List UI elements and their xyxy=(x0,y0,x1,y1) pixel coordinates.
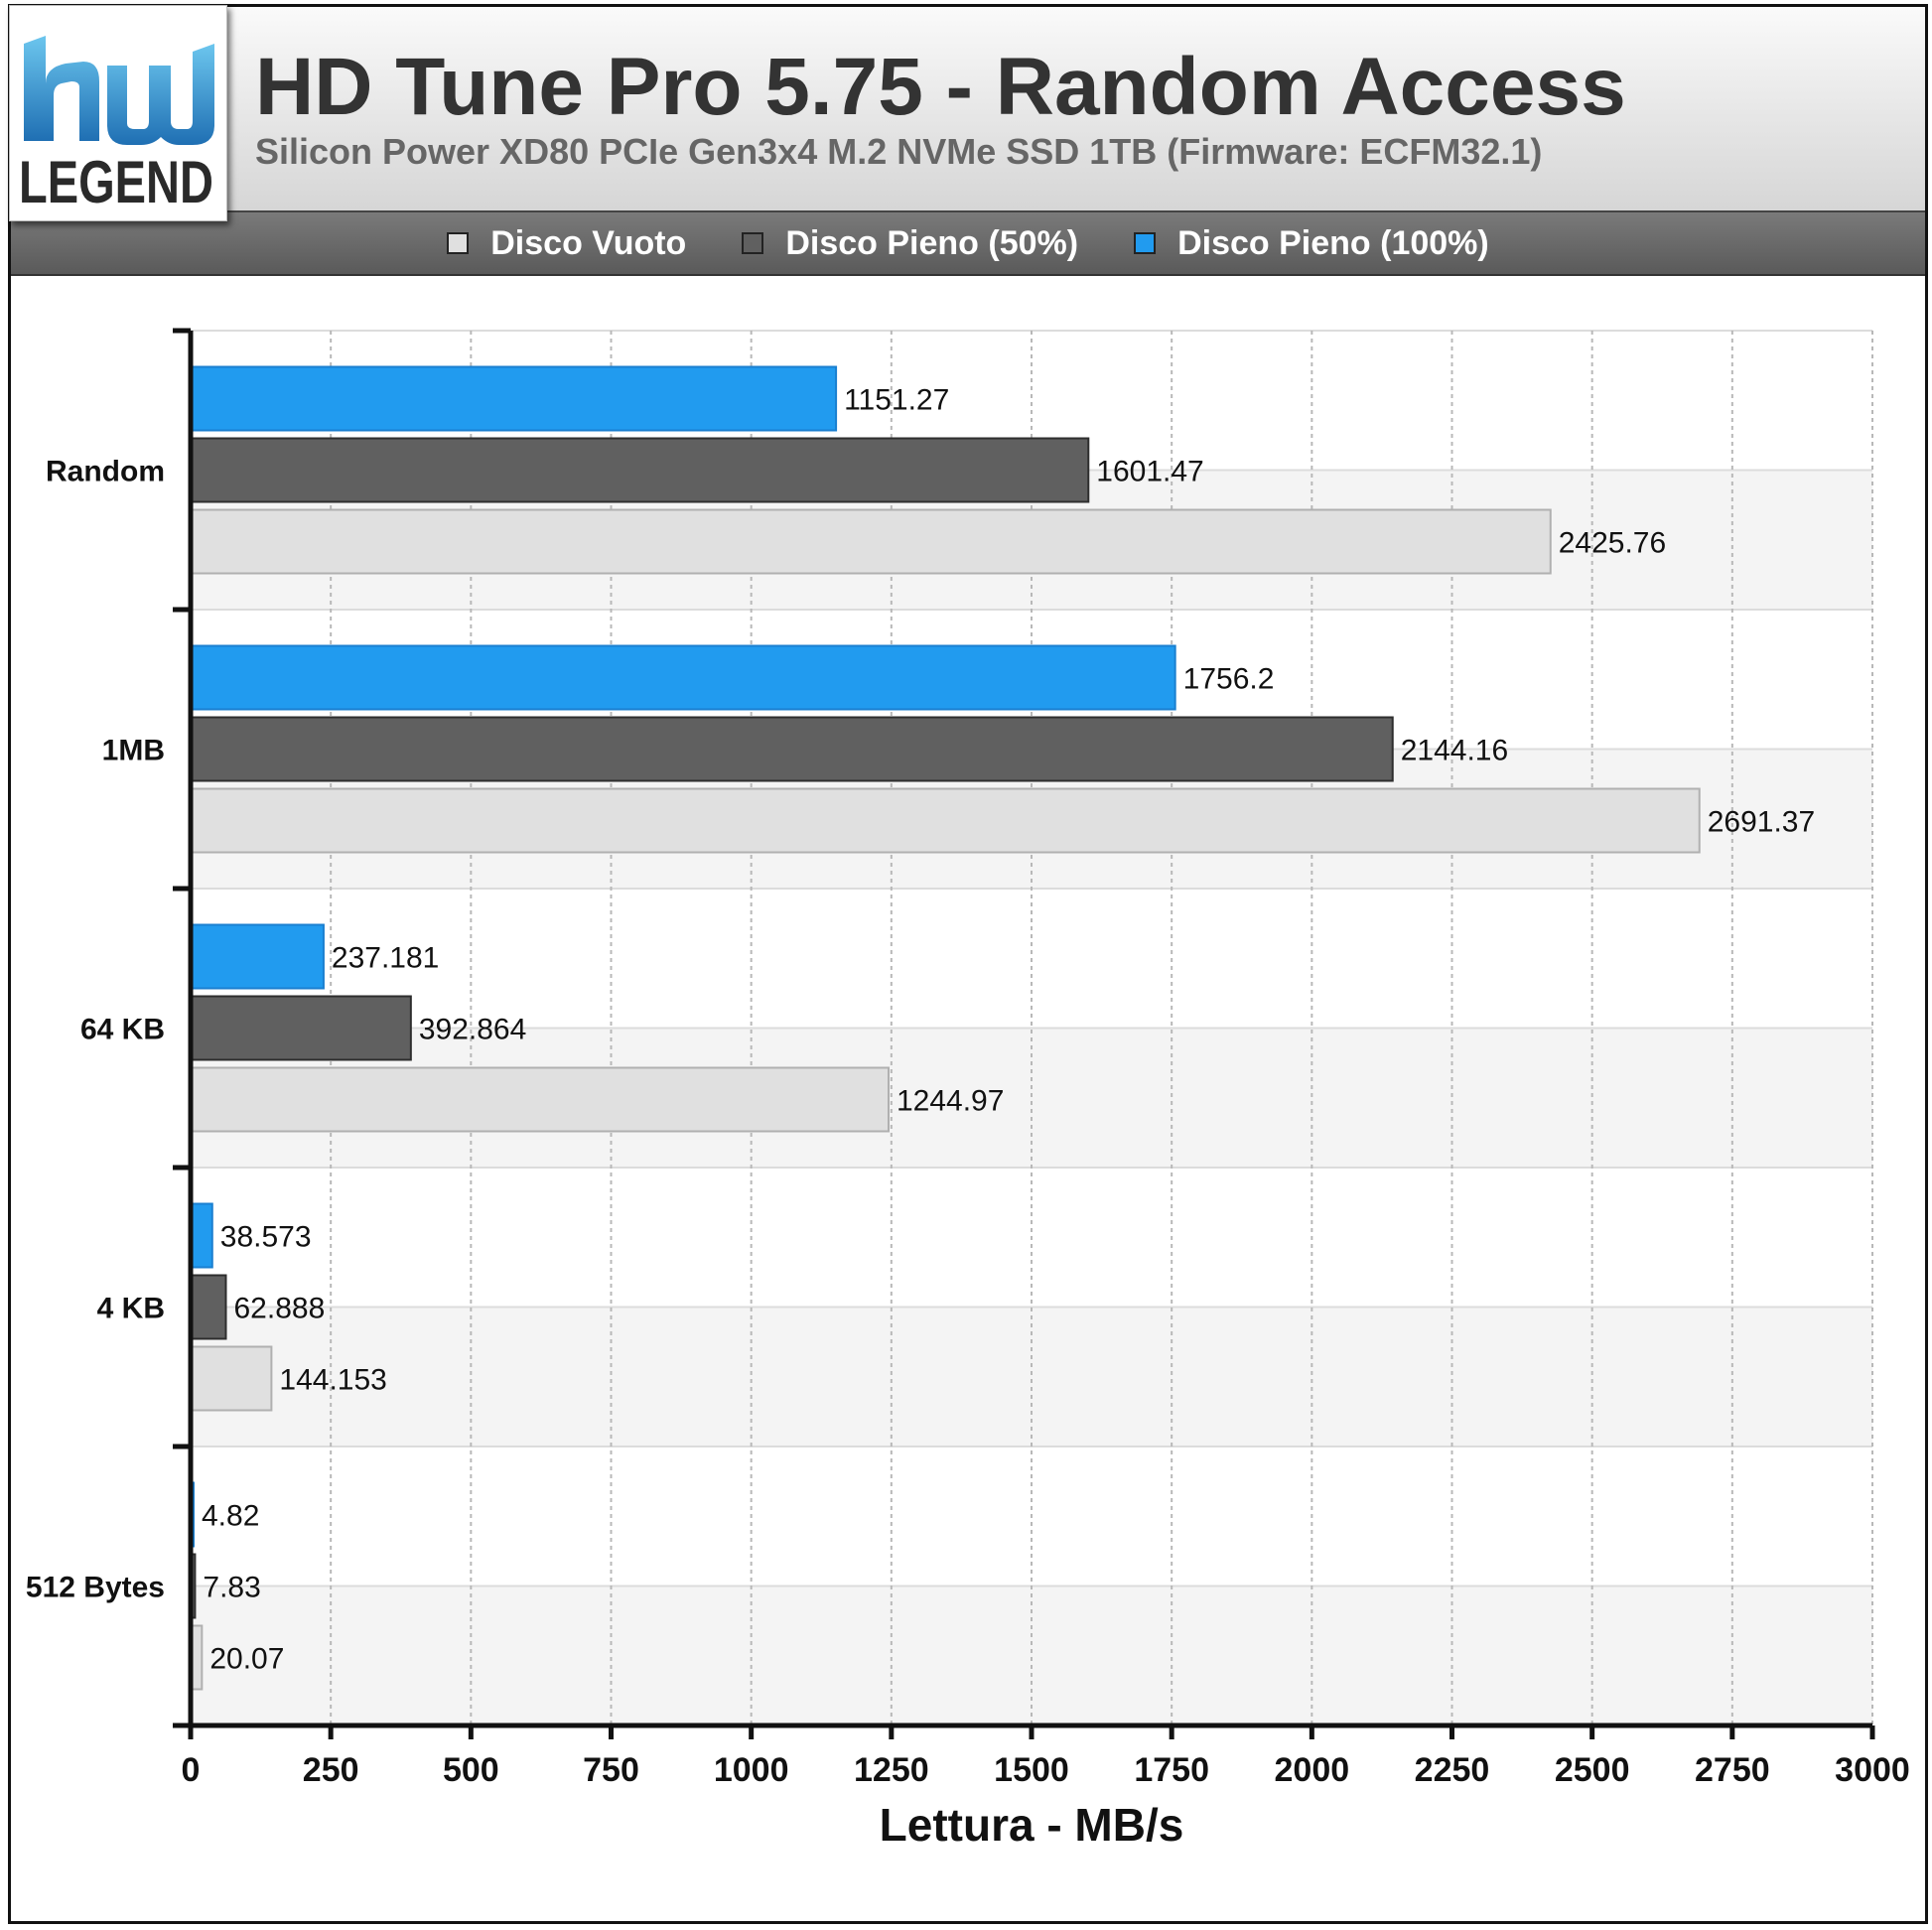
data-label: 237.181 xyxy=(332,942,439,975)
data-label: 2144.16 xyxy=(1401,735,1508,767)
axes: Random 1MB 64 KB 4 KB 512 Bytes 0 250 500 750 100… xyxy=(26,328,1910,1789)
bar-4-kb-disco-vuoto xyxy=(190,1345,273,1412)
x-tick-label: 2750 xyxy=(1695,1751,1770,1789)
legend-label-disco-pieno-50: Disco Pieno (50%) xyxy=(785,223,1079,262)
legend-label-disco-vuoto: Disco Vuoto xyxy=(490,223,687,262)
bar-random-disco-vuoto xyxy=(190,508,1552,575)
data-label: 20.07 xyxy=(209,1643,284,1676)
data-label: 2691.37 xyxy=(1708,806,1815,839)
x-tick-label: 750 xyxy=(583,1751,639,1789)
x-tick-label: 1250 xyxy=(854,1751,929,1789)
logo-text: LEGEND xyxy=(19,149,213,215)
data-label: 2425.76 xyxy=(1559,527,1666,560)
legend-swatch-disco-pieno-100 xyxy=(1134,232,1157,254)
data-label: 7.83 xyxy=(203,1572,260,1604)
chart-subtitle: Silicon Power XD80 PCIe Gen3x4 M.2 NVMe … xyxy=(255,131,1543,172)
legend-swatch-disco-vuoto xyxy=(447,232,470,254)
data-label: 1151.27 xyxy=(844,384,949,417)
x-tick-label: 1500 xyxy=(994,1751,1069,1789)
bar-64-kb-disco-pieno-50 xyxy=(190,995,412,1061)
chart-header: HD Tune Pro 5.75 - Random Access Silicon… xyxy=(11,7,1925,212)
x-tick-label: 250 xyxy=(303,1751,359,1789)
x-tick-label: 1750 xyxy=(1134,1751,1209,1789)
x-tick-label: 0 xyxy=(182,1751,201,1789)
legend-item-disco-pieno-100: Disco Pieno (100%) xyxy=(1134,224,1489,263)
bar-random-disco-pieno-50 xyxy=(190,437,1090,503)
data-label: 1601.47 xyxy=(1096,456,1203,488)
legend-swatch-disco-pieno-50 xyxy=(742,232,764,254)
category-label: 1MB xyxy=(102,735,165,767)
data-label: 62.888 xyxy=(234,1293,326,1325)
bar-4-kb-disco-pieno-100 xyxy=(190,1202,213,1269)
category-label: 4 KB xyxy=(97,1293,165,1325)
bar-1mb-disco-vuoto xyxy=(190,787,1701,854)
data-label: 144.153 xyxy=(279,1364,386,1397)
bar-1mb-disco-pieno-100 xyxy=(190,644,1176,711)
data-label: 392.864 xyxy=(419,1014,526,1046)
data-label: 4.82 xyxy=(202,1500,259,1533)
x-tick-label: 2000 xyxy=(1275,1751,1350,1789)
grid-band xyxy=(191,1585,1872,1725)
bar-64-kb-disco-pieno-100 xyxy=(190,923,325,990)
category-label: 512 Bytes xyxy=(26,1572,165,1604)
hwlegend-logo-graphic: LEGEND xyxy=(19,36,214,215)
x-tick-label: 3000 xyxy=(1835,1751,1910,1789)
legend-item-disco-pieno-50: Disco Pieno (50%) xyxy=(742,224,1078,263)
x-tick-label: 500 xyxy=(443,1751,499,1789)
data-label: 1756.2 xyxy=(1183,663,1275,696)
legend: Disco Vuoto Disco Pieno (50%) Disco Pien… xyxy=(11,210,1925,276)
data-label: 1244.97 xyxy=(897,1085,1004,1118)
legend-item-disco-vuoto: Disco Vuoto xyxy=(447,224,686,263)
bar-1mb-disco-pieno-50 xyxy=(190,716,1394,782)
x-tick-label: 2250 xyxy=(1415,1751,1490,1789)
bars: 1151.27 1601.47 2425.76 1756.2 2144.16 2691.3… xyxy=(190,365,1815,1691)
grid-band xyxy=(191,1307,1872,1447)
bar-64-kb-disco-vuoto xyxy=(190,1066,890,1133)
x-axis-title: Lettura - MB/s xyxy=(880,1799,1184,1851)
x-tick-label: 1000 xyxy=(714,1751,789,1789)
category-label: Random xyxy=(46,456,165,488)
x-tick-label: 2500 xyxy=(1555,1751,1630,1789)
chart-title: HD Tune Pro 5.75 - Random Access xyxy=(255,42,1626,132)
bar-4-kb-disco-pieno-50 xyxy=(190,1274,227,1340)
data-label: 38.573 xyxy=(220,1221,312,1254)
hwlegend-logo: LEGEND xyxy=(9,5,227,221)
category-label: 64 KB xyxy=(80,1014,165,1046)
legend-label-disco-pieno-100: Disco Pieno (100%) xyxy=(1177,223,1489,262)
bar-random-disco-pieno-100 xyxy=(190,365,838,432)
